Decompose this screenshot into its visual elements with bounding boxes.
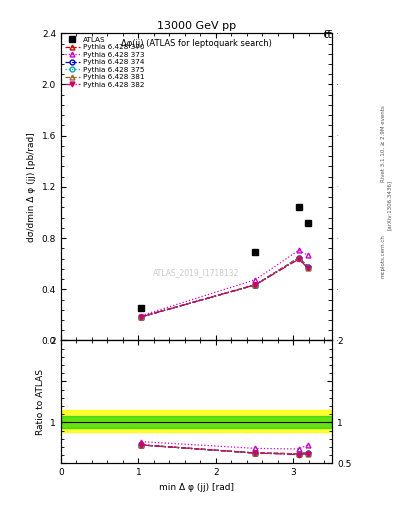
- ATLAS: [306, 220, 310, 226]
- Pythia 6.428 382: [296, 256, 301, 262]
- Text: ATLAS_2019_I1718132: ATLAS_2019_I1718132: [153, 268, 240, 278]
- Pythia 6.428 374: [296, 255, 301, 261]
- ATLAS: [139, 305, 144, 311]
- Pythia 6.428 381: [296, 255, 301, 261]
- Line: Pythia 6.428 374: Pythia 6.428 374: [139, 255, 310, 319]
- Title: 13000 GeV pp: 13000 GeV pp: [157, 21, 236, 31]
- Text: Δφ(jj) (ATLAS for leptoquark search): Δφ(jj) (ATLAS for leptoquark search): [121, 39, 272, 49]
- Pythia 6.428 370: [139, 314, 144, 320]
- Text: Rivet 3.1.10, ≥ 2.9M events: Rivet 3.1.10, ≥ 2.9M events: [381, 105, 386, 182]
- Pythia 6.428 381: [253, 282, 258, 288]
- Legend: ATLAS, Pythia 6.428 370, Pythia 6.428 373, Pythia 6.428 374, Pythia 6.428 375, P: ATLAS, Pythia 6.428 370, Pythia 6.428 37…: [63, 35, 146, 90]
- Bar: [61, 416, 332, 428]
- Line: Pythia 6.428 381: Pythia 6.428 381: [139, 255, 310, 319]
- Pythia 6.428 370: [296, 255, 301, 261]
- Text: [arXiv:1306.3436]: [arXiv:1306.3436]: [387, 180, 391, 230]
- Y-axis label: dσ/dmin Δ φ (jj) [pb/rad]: dσ/dmin Δ φ (jj) [pb/rad]: [27, 132, 36, 242]
- Line: ATLAS: ATLAS: [138, 204, 311, 311]
- Pythia 6.428 373: [296, 247, 301, 253]
- Line: Pythia 6.428 373: Pythia 6.428 373: [139, 248, 310, 318]
- Line: Pythia 6.428 375: Pythia 6.428 375: [139, 255, 310, 319]
- Pythia 6.428 375: [296, 255, 301, 261]
- Pythia 6.428 382: [253, 282, 258, 288]
- Pythia 6.428 382: [306, 265, 310, 271]
- Pythia 6.428 375: [306, 264, 310, 270]
- Pythia 6.428 370: [306, 264, 310, 270]
- Bar: [61, 410, 332, 432]
- Pythia 6.428 373: [139, 312, 144, 318]
- Pythia 6.428 375: [139, 314, 144, 320]
- Y-axis label: Ratio to ATLAS: Ratio to ATLAS: [36, 369, 45, 435]
- X-axis label: min Δ φ (jj) [rad]: min Δ φ (jj) [rad]: [159, 483, 234, 492]
- ATLAS: [296, 204, 301, 210]
- Line: Pythia 6.428 382: Pythia 6.428 382: [139, 257, 310, 319]
- Pythia 6.428 373: [253, 276, 258, 283]
- Line: Pythia 6.428 370: Pythia 6.428 370: [139, 255, 310, 319]
- Pythia 6.428 374: [139, 314, 144, 320]
- Pythia 6.428 381: [139, 314, 144, 320]
- Pythia 6.428 370: [253, 282, 258, 288]
- Pythia 6.428 374: [253, 282, 258, 288]
- ATLAS: [253, 248, 258, 254]
- Text: mcplots.cern.ch: mcplots.cern.ch: [381, 234, 386, 278]
- Pythia 6.428 375: [253, 282, 258, 288]
- Text: tt̅: tt̅: [323, 30, 332, 40]
- Pythia 6.428 373: [306, 252, 310, 259]
- Pythia 6.428 381: [306, 265, 310, 271]
- Pythia 6.428 382: [139, 314, 144, 320]
- Pythia 6.428 374: [306, 264, 310, 270]
